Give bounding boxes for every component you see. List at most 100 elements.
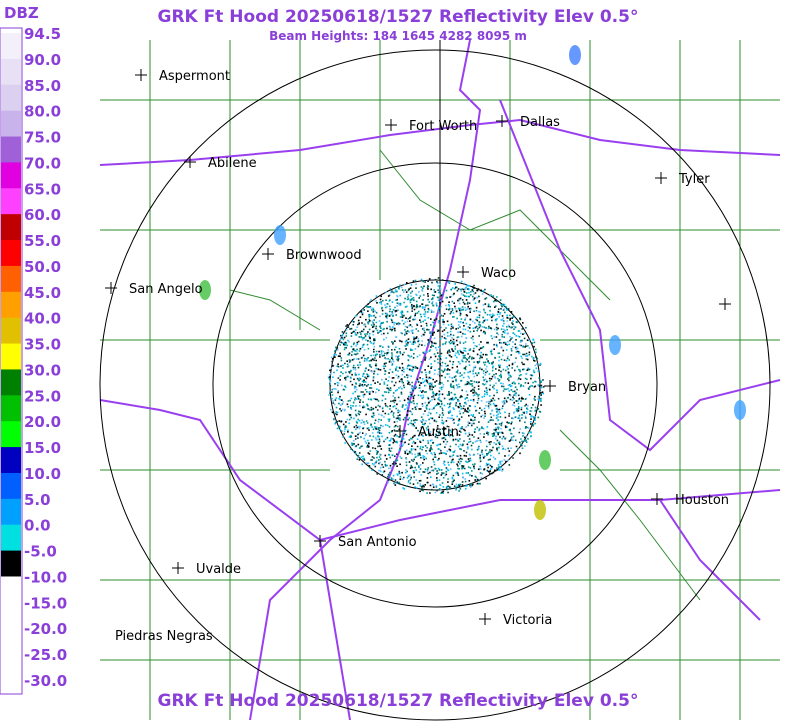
colorbar-label: 5.0: [24, 491, 51, 509]
colorbar-label: -10.0: [24, 568, 67, 586]
colorbar-label: 10.0: [24, 465, 61, 483]
colorbar-label: -5.0: [24, 543, 57, 561]
colorbar-label: -30.0: [24, 672, 67, 690]
colorbar-label: 20.0: [24, 413, 61, 431]
colorbar-swatch: [1, 188, 21, 215]
city-label: Victoria: [503, 613, 552, 628]
colorbar-swatch: [1, 498, 21, 526]
colorbar-swatch: [1, 240, 21, 267]
colorbar-swatch: [1, 576, 21, 603]
colorbar-swatch: [1, 33, 21, 60]
echo-cluster: [329, 280, 542, 491]
colorbar-label: -20.0: [24, 620, 67, 638]
colorbar-label: 90.0: [24, 51, 61, 69]
colorbar-label: 65.0: [24, 180, 61, 198]
city-marker: [394, 425, 406, 437]
colorbar-swatch: [1, 291, 21, 319]
range-ring: [212, 162, 658, 608]
city-label: Tyler: [678, 172, 710, 187]
storm-cell: [274, 225, 286, 245]
colorbar-unit: DBZ: [4, 4, 39, 22]
highway: [249, 39, 482, 721]
storm-cell: [734, 400, 746, 420]
colorbar-label: -15.0: [24, 594, 67, 612]
colorbar-label: 45.0: [24, 284, 61, 302]
range-ring: [99, 49, 771, 721]
colorbar-swatch: [1, 162, 21, 189]
city-marker: [651, 493, 663, 505]
highway: [499, 99, 781, 452]
colorbar-swatch: [1, 602, 21, 629]
colorbar-swatch: [1, 84, 21, 112]
city-marker: [457, 266, 469, 278]
colorbar-label: 25.0: [24, 387, 61, 405]
city-marker: [479, 613, 491, 625]
colorbar-label: 0.0: [24, 517, 51, 535]
colorbar-label: -25.0: [24, 646, 67, 664]
city-marker: [105, 282, 117, 294]
radar-echoes: [199, 45, 746, 520]
county-lines-irregular: [229, 149, 701, 601]
colorbar-label: 30.0: [24, 361, 61, 379]
city-label: Houston: [675, 493, 729, 508]
colorbar-label: 35.0: [24, 336, 61, 354]
colorbar-swatch: [1, 369, 21, 396]
colorbar-swatch: [1, 317, 21, 345]
colorbar-label: 70.0: [24, 154, 61, 172]
city-marker: [496, 115, 508, 127]
colorbar-label: 15.0: [24, 439, 61, 457]
storm-cell: [569, 45, 581, 65]
colorbar-swatch: [1, 472, 21, 500]
city-marker: [314, 535, 326, 547]
highways: [99, 39, 781, 721]
city-label: Piedras Negras: [115, 629, 213, 644]
city-marker: [262, 248, 274, 260]
map: Aspermont Fort Worth Dallas Abilene Tyler Bro…: [99, 39, 781, 721]
cities: Aspermont Fort Worth Dallas Abilene Tyler Bro…: [105, 69, 729, 644]
colorbar-label: 60.0: [24, 206, 61, 224]
colorbar-swatch: [1, 628, 21, 655]
colorbar-label: 80.0: [24, 103, 61, 121]
city-marker: [655, 172, 667, 184]
highway: [99, 399, 781, 542]
colorbar-label: 50.0: [24, 258, 61, 276]
city-label: San Angelo: [129, 282, 203, 297]
colorbar-label: 40.0: [24, 310, 61, 328]
colorbar-swatch: [1, 524, 21, 552]
city-label: San Antonio: [338, 535, 417, 550]
city-label: Austin: [418, 425, 459, 440]
city-label: Fort Worth: [409, 119, 477, 134]
title: GRK Ft Hood 20250618/1527 Reflectivity E…: [158, 7, 639, 27]
storm-cell: [534, 500, 546, 520]
highway: [99, 118, 781, 166]
colorbar: 94.5 90.0 85.0 80.0 75.0 70.0 65.0 60.0 55.0 50.0…: [1, 25, 67, 690]
colorbar-swatch: [1, 421, 21, 448]
colorbar-swatch: [1, 550, 21, 577]
city-marker: [184, 156, 196, 168]
colorbar-label: 55.0: [24, 232, 61, 250]
storm-cell: [539, 450, 551, 470]
colorbar-swatch: [1, 110, 21, 138]
colorbar-swatch: [1, 343, 21, 370]
highway: [319, 539, 351, 721]
colorbar-label: 85.0: [24, 77, 61, 95]
colorbar-swatch: [1, 214, 21, 241]
colorbar-swatch: [1, 58, 21, 86]
footer-title: GRK Ft Hood 20250618/1527 Reflectivity E…: [158, 691, 639, 711]
colorbar-swatch: [1, 654, 21, 681]
colorbar-swatch: [1, 265, 21, 293]
colorbar-swatch: [1, 136, 21, 163]
city-label: Brownwood: [286, 248, 362, 263]
colorbar-swatch: [1, 447, 21, 474]
colorbar-label: 94.5: [24, 25, 61, 43]
city-label: Aspermont: [159, 69, 230, 84]
highway: [659, 499, 761, 621]
county-lines: [100, 40, 780, 720]
city-label: Uvalde: [196, 562, 241, 577]
city-label: Bryan: [568, 380, 606, 395]
city-marker: [135, 69, 147, 81]
city-marker: [385, 119, 397, 131]
city-marker: [719, 298, 731, 310]
